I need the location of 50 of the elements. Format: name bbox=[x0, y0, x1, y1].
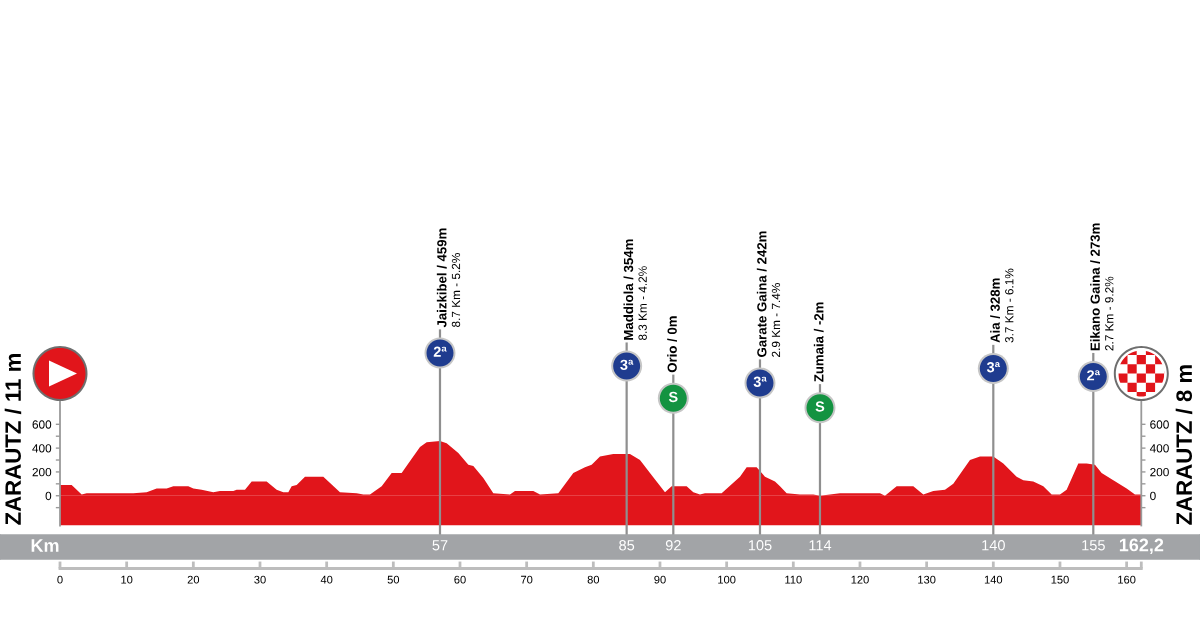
ref-line-label: Orio / 0m bbox=[667, 316, 677, 373]
x-tick-label: 120 bbox=[851, 575, 869, 584]
text: 2ª bbox=[1087, 370, 1101, 381]
y2-axis-title: ZARAUTZ / 8 m bbox=[1175, 365, 1193, 525]
x2-tick-label: 105 bbox=[748, 540, 772, 551]
x-tick-label: 70 bbox=[521, 575, 533, 584]
ref-line-label: Eikano Gaina / 273m 2.7 Km - 9.2% bbox=[1090, 223, 1114, 351]
x-tick-label: 90 bbox=[654, 575, 666, 584]
x-tick-label: 60 bbox=[454, 575, 466, 584]
y2-tick-label: 0 bbox=[1150, 491, 1156, 501]
text: 2ª bbox=[433, 346, 447, 357]
x2-tick-label: 57 bbox=[432, 540, 448, 551]
x-tick-label: 100 bbox=[718, 575, 736, 584]
x-tick-label: 130 bbox=[918, 575, 936, 584]
x-tick-label: 110 bbox=[785, 575, 802, 584]
y2-tick-label: 200 bbox=[1150, 467, 1169, 477]
x-tick-label: 150 bbox=[1051, 575, 1069, 584]
x-tick-label: 160 bbox=[1118, 575, 1136, 584]
x-tick-label: 0 bbox=[57, 575, 63, 584]
x2-tick-label: 92 bbox=[665, 540, 681, 551]
ref-line-label: Aia / 328m 3.7 Km - 6.1% bbox=[990, 268, 1014, 343]
y-tick-label: 0 bbox=[45, 491, 52, 501]
ref-line-label: Maddiola / 354m 8.3 Km - 4.2% bbox=[623, 239, 647, 341]
ref-line-label: Garate Gaina / 242m 2.9 Km - 7.4% bbox=[756, 231, 781, 357]
y2-tick-label: 600 bbox=[1150, 420, 1169, 429]
x2-tick-label: 85 bbox=[619, 540, 635, 551]
text: 3ª bbox=[986, 362, 1001, 373]
y-tick-label: 600 bbox=[32, 420, 52, 429]
x-tick-label: 10 bbox=[121, 575, 133, 584]
x-tick-label: 30 bbox=[254, 575, 266, 584]
y-axis-title: ZARAUTZ / 11 m bbox=[4, 354, 22, 525]
x-tick-label: 50 bbox=[387, 575, 400, 584]
x2-axis-title: Km bbox=[31, 539, 59, 552]
y-tick-label: 200 bbox=[32, 467, 52, 477]
x-tick-label: 40 bbox=[320, 575, 333, 584]
text: 3ª bbox=[753, 376, 767, 387]
ref-line-label: Zumaia / -2m bbox=[813, 302, 824, 382]
x2-tick-label: 155 bbox=[1082, 540, 1105, 551]
y-tick-label: 400 bbox=[32, 444, 52, 453]
x-tick-label: 80 bbox=[587, 575, 600, 584]
annotation: S bbox=[815, 401, 825, 412]
x-tick-label: 20 bbox=[187, 575, 200, 584]
x-tick-label: 140 bbox=[984, 575, 1003, 584]
ref-line-label: Jaizkibel / 459m 8.7 Km - 5.2% bbox=[436, 228, 461, 328]
x2-tick-label: 162,2 bbox=[1119, 538, 1164, 554]
x2-tick-label: 114 bbox=[809, 540, 832, 551]
text: 3ª bbox=[620, 359, 634, 371]
y2-tick-label: 400 bbox=[1149, 444, 1169, 453]
annotation: S bbox=[668, 391, 678, 403]
x2-tick-label: 140 bbox=[982, 540, 1005, 551]
